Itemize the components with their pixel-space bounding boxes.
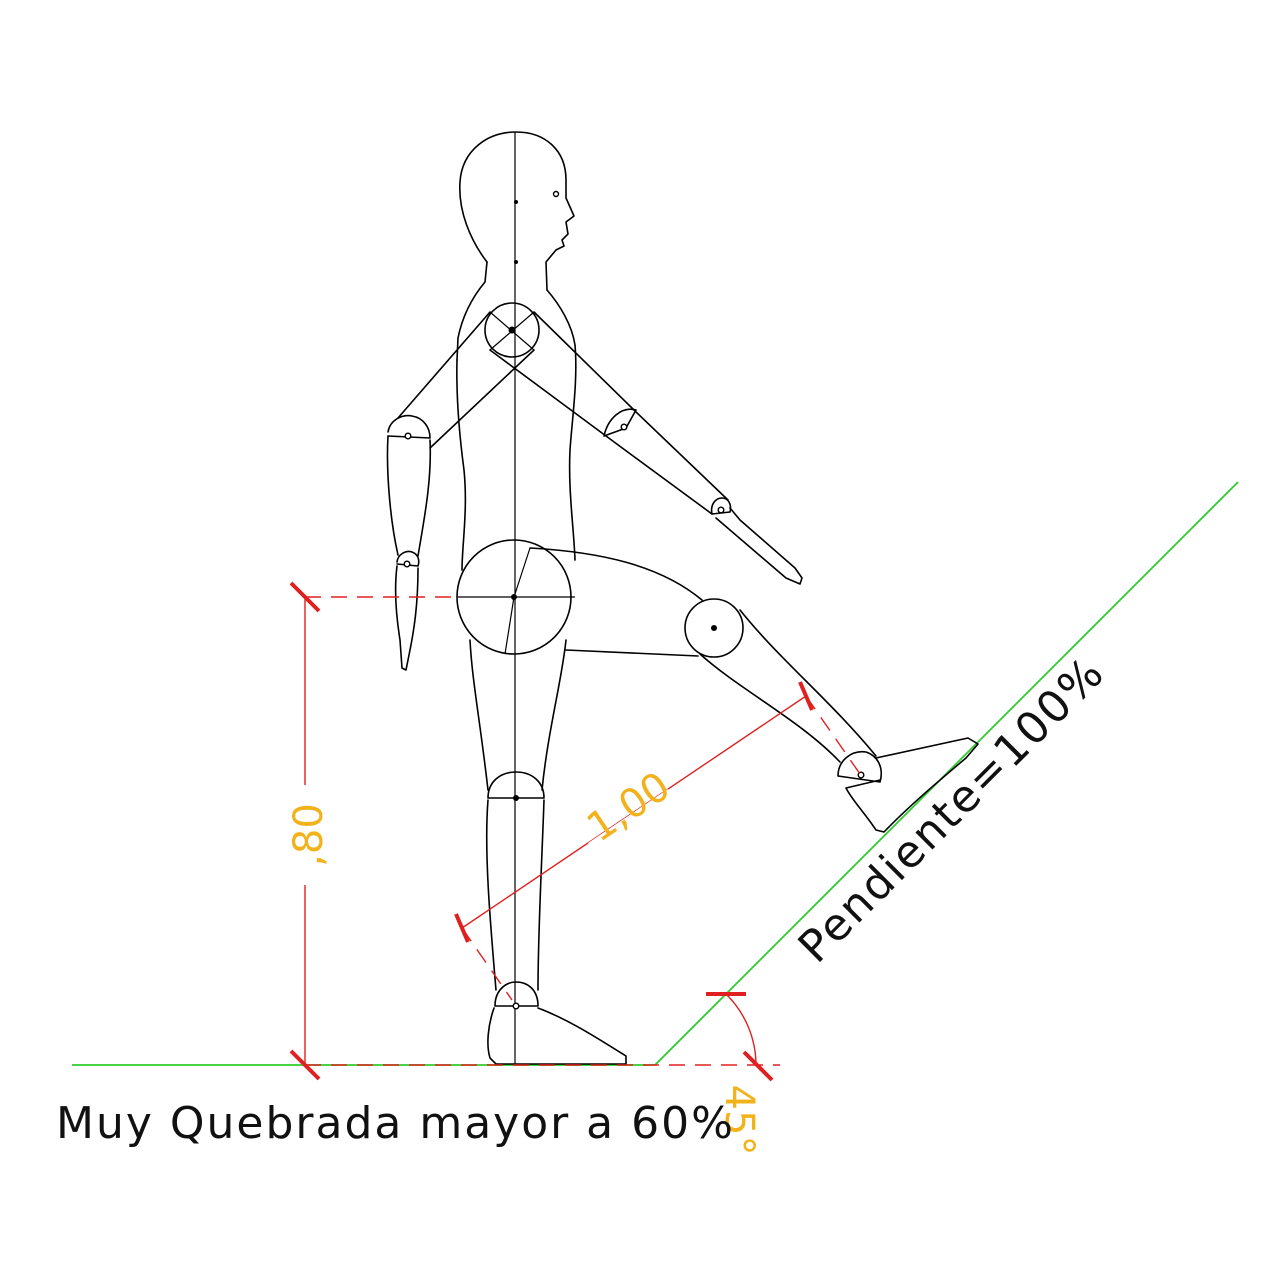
vertical-dim-tick-top [289, 581, 321, 613]
neck-point [514, 260, 518, 264]
standing-knee-point [513, 795, 519, 801]
raised-ankle [837, 751, 882, 783]
shoulder-point [508, 326, 516, 334]
angle-dimension: 45° [706, 992, 774, 1156]
diagonal-dimension: 1,00 [454, 681, 861, 1001]
hip-point [511, 594, 517, 600]
slope-line [654, 481, 1239, 1066]
eye [552, 190, 560, 198]
front-elbow [603, 408, 637, 437]
raised-foot [845, 737, 979, 833]
raised-thigh [529, 547, 703, 657]
front-elbow-point [620, 423, 628, 431]
vertical-dim-tick-bottom [289, 1049, 321, 1081]
diagonal-dim-tick-right [798, 681, 814, 711]
standing-ankle-point [512, 1002, 520, 1010]
standing-thigh [469, 639, 567, 791]
torso-back [456, 359, 467, 571]
standing-foot [487, 1007, 627, 1065]
back-forearm [386, 435, 432, 557]
angle-label: 45° [716, 1085, 762, 1156]
vertical-dim-text-gap [290, 785, 322, 885]
caption: Muy Quebrada mayor a 60% [56, 1098, 735, 1149]
vertical-dimension: ,80 [286, 581, 780, 1081]
back-elbow [387, 414, 431, 439]
torso-front [546, 289, 577, 561]
diagonal-dim-text-gap [588, 789, 680, 861]
angle-tick-bottom [742, 1050, 774, 1082]
hip-radius-1 [513, 547, 531, 598]
raised-shin [699, 609, 877, 763]
raised-knee-point [711, 625, 717, 631]
back-upper-arm [397, 311, 535, 449]
back-wrist [396, 550, 420, 567]
raised-ankle-point [857, 771, 865, 779]
standing-ankle [494, 981, 539, 1007]
front-hand [715, 507, 803, 585]
neck-back [456, 261, 488, 361]
diagonal-dim-tick-left [454, 913, 470, 943]
back-hand [394, 565, 419, 671]
standing-knee [487, 771, 545, 799]
shoulder-joint [484, 302, 540, 358]
head-point [514, 200, 518, 204]
vertical-dim-label: ,80 [286, 803, 332, 867]
back-elbow-point [404, 432, 412, 440]
human-figure [386, 131, 979, 1065]
front-wrist-point [717, 506, 725, 514]
hip-radius-2 [504, 596, 515, 655]
slope-label: Pendiente=100% [789, 647, 1115, 973]
diagonal-dim-extension-right [805, 695, 861, 775]
head [459, 131, 575, 291]
standing-shin [485, 799, 545, 991]
front-forearm [605, 409, 729, 515]
raised-knee [684, 598, 744, 658]
back-wrist-point [403, 560, 411, 568]
diagonal-dim-extension-left [461, 927, 513, 1001]
front-upper-arm [489, 311, 635, 437]
angle-arc [725, 993, 757, 1066]
